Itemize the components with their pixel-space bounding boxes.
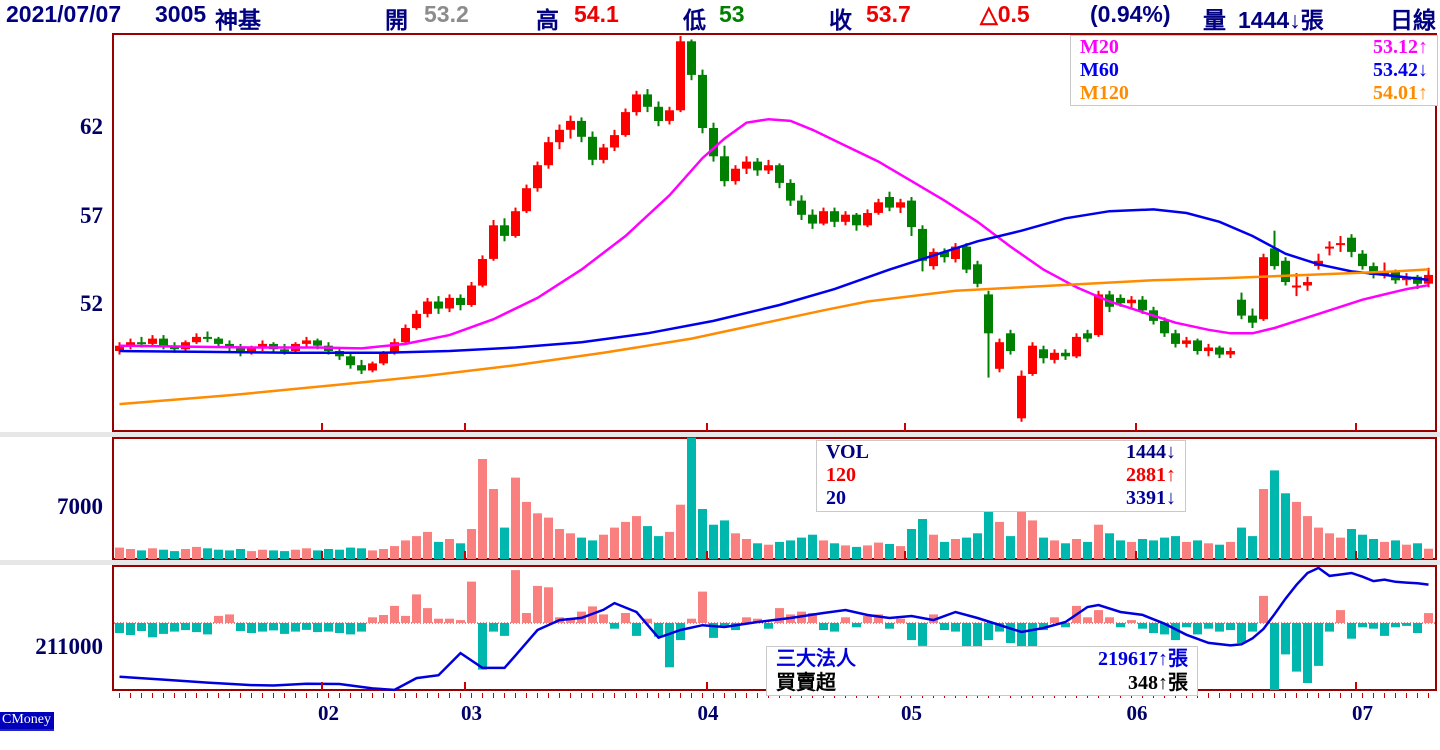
ma-legend-row: M120 54.01↑	[1071, 82, 1437, 105]
close-value: 53.7	[866, 1, 911, 27]
ma20-value: 53.12↑	[1373, 36, 1428, 58]
close-label: 收	[829, 7, 852, 33]
y-axis-label: 57	[80, 203, 103, 228]
inst-total-value: 219617↑張	[1098, 648, 1188, 670]
stock-code: 3005	[155, 1, 207, 27]
ma20-label: M20	[1080, 36, 1119, 58]
volume-value: 1444↓張	[1238, 7, 1324, 33]
ma120-label: M120	[1080, 82, 1129, 104]
y-axis-labels: 62 57 52 7000 211000	[0, 0, 106, 750]
high-label: 高	[536, 7, 559, 33]
vol120-value: 2881↑	[1126, 464, 1176, 486]
high-value: 54.1	[574, 1, 619, 27]
change-percent: (0.94%)	[1090, 1, 1171, 27]
open-label: 開	[385, 7, 408, 33]
volume-legend: VOL 1444↓ 120 2881↑ 20 3391↓	[816, 440, 1186, 512]
ma60-label: M60	[1080, 59, 1119, 81]
inst-net-label: 買賣超	[776, 672, 836, 694]
ma-m60-line	[119, 208, 1429, 355]
volume-legend-row: VOL 1444↓	[817, 441, 1185, 464]
vol20-label: 20	[826, 487, 846, 509]
vol-label: VOL	[826, 441, 869, 463]
period-daily-label[interactable]: 日線	[1390, 7, 1436, 33]
volume-legend-row: 120 2881↑	[817, 464, 1185, 487]
y-axis-label: 62	[80, 114, 103, 139]
volume-bars	[115, 437, 1433, 559]
y-axis-label: 7000	[57, 494, 103, 519]
change-value: △0.5	[980, 1, 1030, 27]
volume-label: 量	[1203, 7, 1226, 33]
cmoney-logo[interactable]: CMoney	[0, 712, 54, 731]
ma60-value: 53.42↓	[1373, 59, 1428, 81]
ma-m20-line	[119, 117, 1429, 350]
low-value: 53	[719, 1, 745, 27]
vol120-label: 120	[826, 464, 856, 486]
quote-date: 2021/07/07	[6, 1, 122, 27]
ma120-value: 54.01↑	[1373, 82, 1428, 104]
inst-net-value: 348↑張	[1128, 672, 1188, 694]
panel-separator	[0, 560, 1440, 565]
stock-name: 神基	[215, 7, 261, 33]
volume-legend-row: 20 3391↓	[817, 487, 1185, 510]
y-axis-label: 52	[80, 291, 103, 316]
institutional-legend-row: 買賣超 348↑張	[767, 671, 1197, 695]
vol-value: 1444↓	[1126, 441, 1176, 463]
vol-panel[interactable]	[112, 437, 1437, 560]
open-value: 53.2	[424, 1, 469, 27]
ma-m120-line	[119, 268, 1429, 406]
panel-separator	[0, 432, 1440, 437]
inst-cumulative-line	[119, 566, 1429, 692]
quote-header: 2021/07/07 3005 神基 開 53.2 高 54.1 低 53 收 …	[0, 0, 1440, 33]
y-axis-label: 211000	[35, 634, 103, 659]
low-label: 低	[683, 7, 706, 33]
vol20-value: 3391↓	[1126, 487, 1176, 509]
ma-legend-row: M20 53.12↑	[1071, 36, 1437, 59]
institutional-legend-row: 三大法人 219617↑張	[767, 647, 1197, 671]
ma-legend: M20 53.12↑ M60 53.42↓ M120 54.01↑	[1070, 35, 1438, 106]
ma-legend-row: M60 53.42↓	[1071, 59, 1437, 82]
institutional-legend: 三大法人 219617↑張 買賣超 348↑張	[766, 646, 1198, 696]
inst-total-label: 三大法人	[776, 648, 856, 670]
